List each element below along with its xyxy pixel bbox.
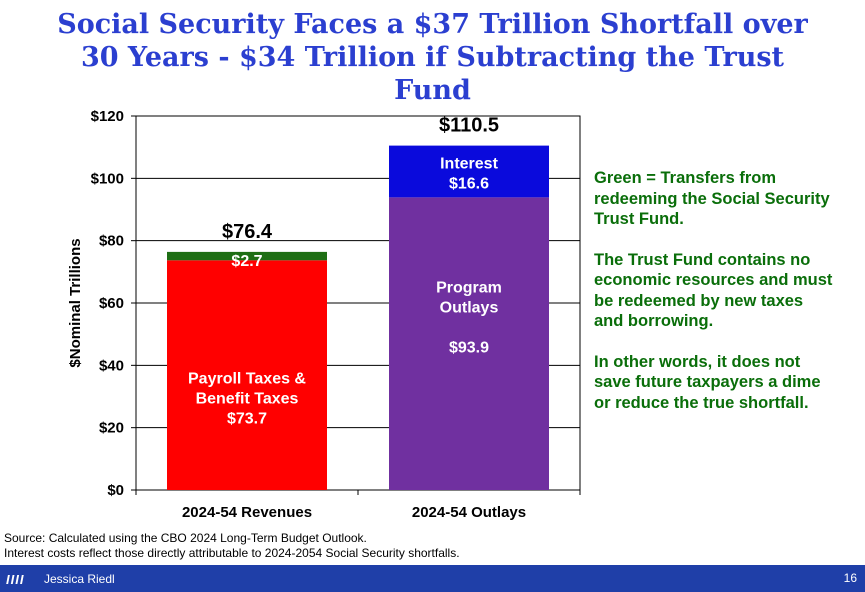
chart-title: Social Security Faces a $37 Trillion Sho…: [57, 9, 808, 106]
interest-note-line: Interest costs reflect those directly at…: [4, 546, 460, 560]
y-tick-label: $0: [107, 482, 124, 499]
source-line: Source: Calculated using the CBO 2024 Lo…: [4, 531, 367, 545]
y-tick-label: $40: [99, 357, 124, 374]
bar-segment-trust-fund: [167, 251, 327, 261]
annotation-text: Green = Transfers from redeeming the Soc…: [594, 168, 834, 433]
segment-label: Benefit Taxes: [196, 390, 299, 407]
total-label: $76.4: [222, 221, 273, 243]
page-number: 16: [843, 571, 857, 585]
y-tick-label: $20: [99, 420, 124, 437]
footer-bar: IIII Jessica Riedl 16: [0, 565, 865, 592]
bar-segment-payroll-taxes-benefit-taxes: [167, 260, 327, 490]
note-other-words: In other words, it does not save future …: [594, 352, 821, 412]
total-label: $110.5: [439, 115, 499, 137]
x-category-label: 2024-54 Outlays: [412, 504, 526, 521]
source-note: Source: Calculated using the CBO 2024 Lo…: [4, 531, 460, 561]
y-tick-label: $120: [91, 108, 124, 125]
note-green-transfers: Green = Transfers from redeeming the Soc…: [594, 169, 830, 228]
bar-segment-program-outlays: [389, 197, 549, 490]
segment-label: $16.6: [449, 176, 489, 193]
logo-icon: IIII: [6, 572, 25, 587]
stacked-bar-chart: $0 $20 $40 $60 $80 $100 $120 $Nominal Trillions…: [67, 108, 581, 521]
segment-label: Program: [436, 279, 502, 296]
y-tick-label: $60: [99, 295, 124, 312]
segment-label: Interest: [440, 156, 498, 173]
bar-segment-interest: [389, 145, 549, 198]
y-tick-label: $100: [91, 170, 124, 187]
segment-label: $2.7: [231, 253, 262, 270]
y-axis-label: $Nominal Trillions: [67, 238, 84, 367]
segment-label: Outlays: [440, 299, 499, 316]
segment-label: $73.7: [227, 410, 267, 427]
footer-author: Jessica Riedl: [44, 572, 115, 586]
y-tick-label: $80: [99, 233, 124, 250]
x-category-label: 2024-54 Revenues: [182, 504, 312, 521]
note-trust-fund: The Trust Fund contains no economic reso…: [594, 250, 833, 331]
segment-label: $93.9: [449, 339, 489, 356]
segment-label: Payroll Taxes &: [188, 370, 306, 387]
